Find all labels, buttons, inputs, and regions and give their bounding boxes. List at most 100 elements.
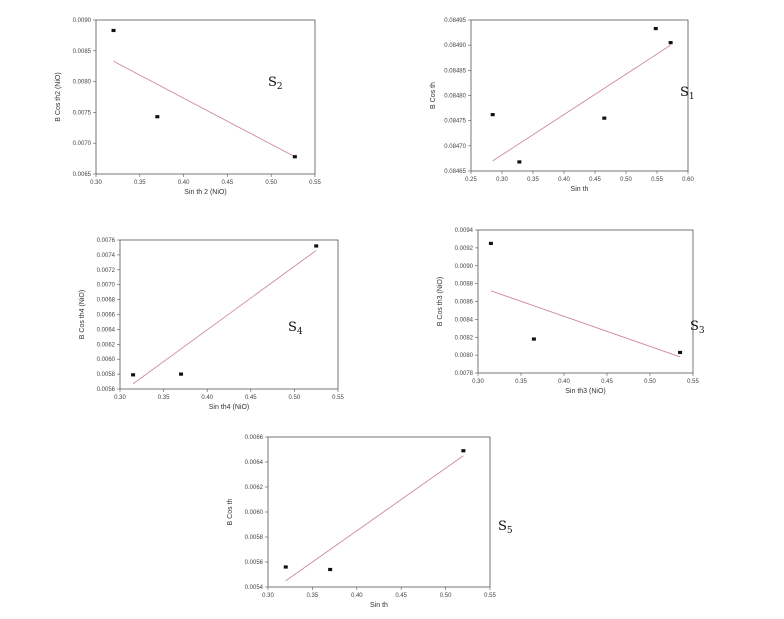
plot-frame <box>267 436 491 588</box>
y-tick-label: 0.0072 <box>97 268 116 274</box>
data-point <box>328 567 333 572</box>
y-axis-label: B Cos th4 (NiO) <box>79 290 86 339</box>
y-tick-label: 0.0090 <box>73 18 92 24</box>
y-tick-label: 0.08485 <box>444 68 466 74</box>
x-tick-label: 0.50 <box>265 180 277 186</box>
data-point <box>292 155 297 159</box>
y-tick-label: 0.0058 <box>245 535 264 541</box>
sample-subscript: 1 <box>689 92 695 102</box>
y-tick-label: 0.0062 <box>97 342 116 348</box>
chart-panel-2: 0.25 0.30 0.35 0.40 0.45 0.50 0.55 0.60 0.08465 0… <box>430 18 695 193</box>
y-tick-label: 0.0068 <box>97 298 116 304</box>
sample-subscript: 3 <box>699 326 705 336</box>
fit-line <box>113 60 296 158</box>
y-tick-label: 0.0056 <box>97 387 116 393</box>
x-axis-label: Sin th3 (NiO) <box>565 388 605 395</box>
data-point <box>155 115 160 119</box>
x-tick-label: 0.30 <box>262 593 274 599</box>
data-point <box>488 241 493 246</box>
data-point <box>461 449 466 453</box>
y-tick-label: 0.0065 <box>73 172 92 178</box>
x-axis-label: Sin th 2 (NiO) <box>184 189 226 196</box>
data-point <box>602 116 607 120</box>
y-axis-label: B Cos th <box>430 82 437 109</box>
sample-label: S4 <box>288 320 303 337</box>
chart-panel-5: 0.30 0.35 0.40 0.45 0.50 0.55 0.0054 0.0056 0.00… <box>227 435 513 609</box>
sample-label: S5 <box>498 519 513 536</box>
y-tick-label: 0.0070 <box>73 141 92 147</box>
y-axis-label: B Cos th3 (NiO) <box>437 277 444 326</box>
x-tick-label: 0.55 <box>309 180 321 186</box>
x-tick-label: 0.45 <box>589 177 601 183</box>
y-tick-label: 0.08465 <box>444 169 466 175</box>
x-axis-label: Sin th <box>370 602 388 609</box>
data-point <box>668 41 673 45</box>
x-tick-label: 0.50 <box>620 177 632 183</box>
y-axis-label: B Cos th <box>227 498 234 525</box>
data-point <box>490 113 495 117</box>
plot-frame <box>477 229 694 374</box>
y-tick-label: 0.0058 <box>97 372 116 378</box>
y-tick-label: 0.0054 <box>245 585 264 591</box>
x-tick-label: 0.40 <box>201 395 213 401</box>
y-tick-label: 0.0092 <box>455 246 474 252</box>
y-tick-label: 0.0056 <box>245 560 264 566</box>
plot-frame <box>119 239 339 390</box>
y-tick-label: 0.0080 <box>73 80 92 86</box>
x-axis-label: Sin th4 (NiO) <box>209 404 249 411</box>
x-tick-label: 0.50 <box>644 379 656 385</box>
data-point <box>111 28 116 33</box>
data-point <box>531 337 536 341</box>
x-tick-label: 0.35 <box>307 593 319 599</box>
y-tick-label: 0.08490 <box>444 43 466 49</box>
x-tick-label: 0.35 <box>527 177 539 183</box>
y-tick-label: 0.0070 <box>97 283 116 289</box>
x-tick-label: 0.60 <box>682 177 694 183</box>
x-tick-label: 0.35 <box>158 395 170 401</box>
x-tick-label: 0.30 <box>114 395 126 401</box>
y-tick-label: 0.0064 <box>245 460 264 466</box>
fit-line <box>285 455 464 582</box>
y-tick-label: 0.08495 <box>444 18 466 24</box>
x-tick-label: 0.30 <box>496 177 508 183</box>
y-tick-label: 0.0066 <box>245 435 264 441</box>
chart-panel-1: 0.30 0.35 0.40 0.45 0.50 0.55 0.0065 0.0070 0.00… <box>55 18 321 196</box>
data-point <box>179 372 184 376</box>
x-tick-label: 0.55 <box>484 593 496 599</box>
sample-subscript: 2 <box>277 82 283 92</box>
y-tick-label: 0.0090 <box>455 264 474 270</box>
x-tick-label: 0.35 <box>515 379 527 385</box>
y-tick-label: 0.0064 <box>97 327 116 333</box>
x-tick-label: 0.55 <box>687 379 699 385</box>
x-tick-label: 0.30 <box>90 180 102 186</box>
chart-panel-3: 0.30 0.35 0.40 0.45 0.50 0.55 0.0056 0.0058 0.00… <box>79 238 344 411</box>
x-tick-label: 0.40 <box>351 593 363 599</box>
x-tick-label: 0.45 <box>245 395 257 401</box>
x-tick-label: 0.50 <box>289 395 301 401</box>
sample-subscript: 5 <box>507 526 513 536</box>
data-point <box>678 350 683 355</box>
y-tick-label: 0.0085 <box>73 49 92 55</box>
x-tick-label: 0.50 <box>440 593 452 599</box>
y-tick-label: 0.0088 <box>455 282 474 288</box>
x-tick-label: 0.35 <box>134 180 146 186</box>
data-point <box>283 565 288 569</box>
sample-label: S1 <box>680 85 695 102</box>
y-tick-label: 0.0060 <box>245 510 264 516</box>
y-tick-label: 0.0075 <box>73 110 92 116</box>
fit-line <box>492 44 671 162</box>
x-tick-label: 0.40 <box>558 379 570 385</box>
y-tick-label: 0.0060 <box>97 357 116 363</box>
y-axis-label: B Cos th2 (NiO) <box>55 72 62 121</box>
y-tick-label: 0.0062 <box>245 485 264 491</box>
y-tick-label: 0.08475 <box>444 119 466 125</box>
data-point <box>131 373 136 377</box>
x-tick-label: 0.30 <box>472 379 484 385</box>
fit-line <box>132 250 317 385</box>
y-tick-label: 0.0078 <box>455 371 474 377</box>
x-axis-label: Sin th <box>571 186 589 193</box>
x-tick-label: 0.40 <box>178 180 190 186</box>
y-tick-label: 0.0074 <box>97 253 116 259</box>
x-tick-label: 0.55 <box>332 395 344 401</box>
